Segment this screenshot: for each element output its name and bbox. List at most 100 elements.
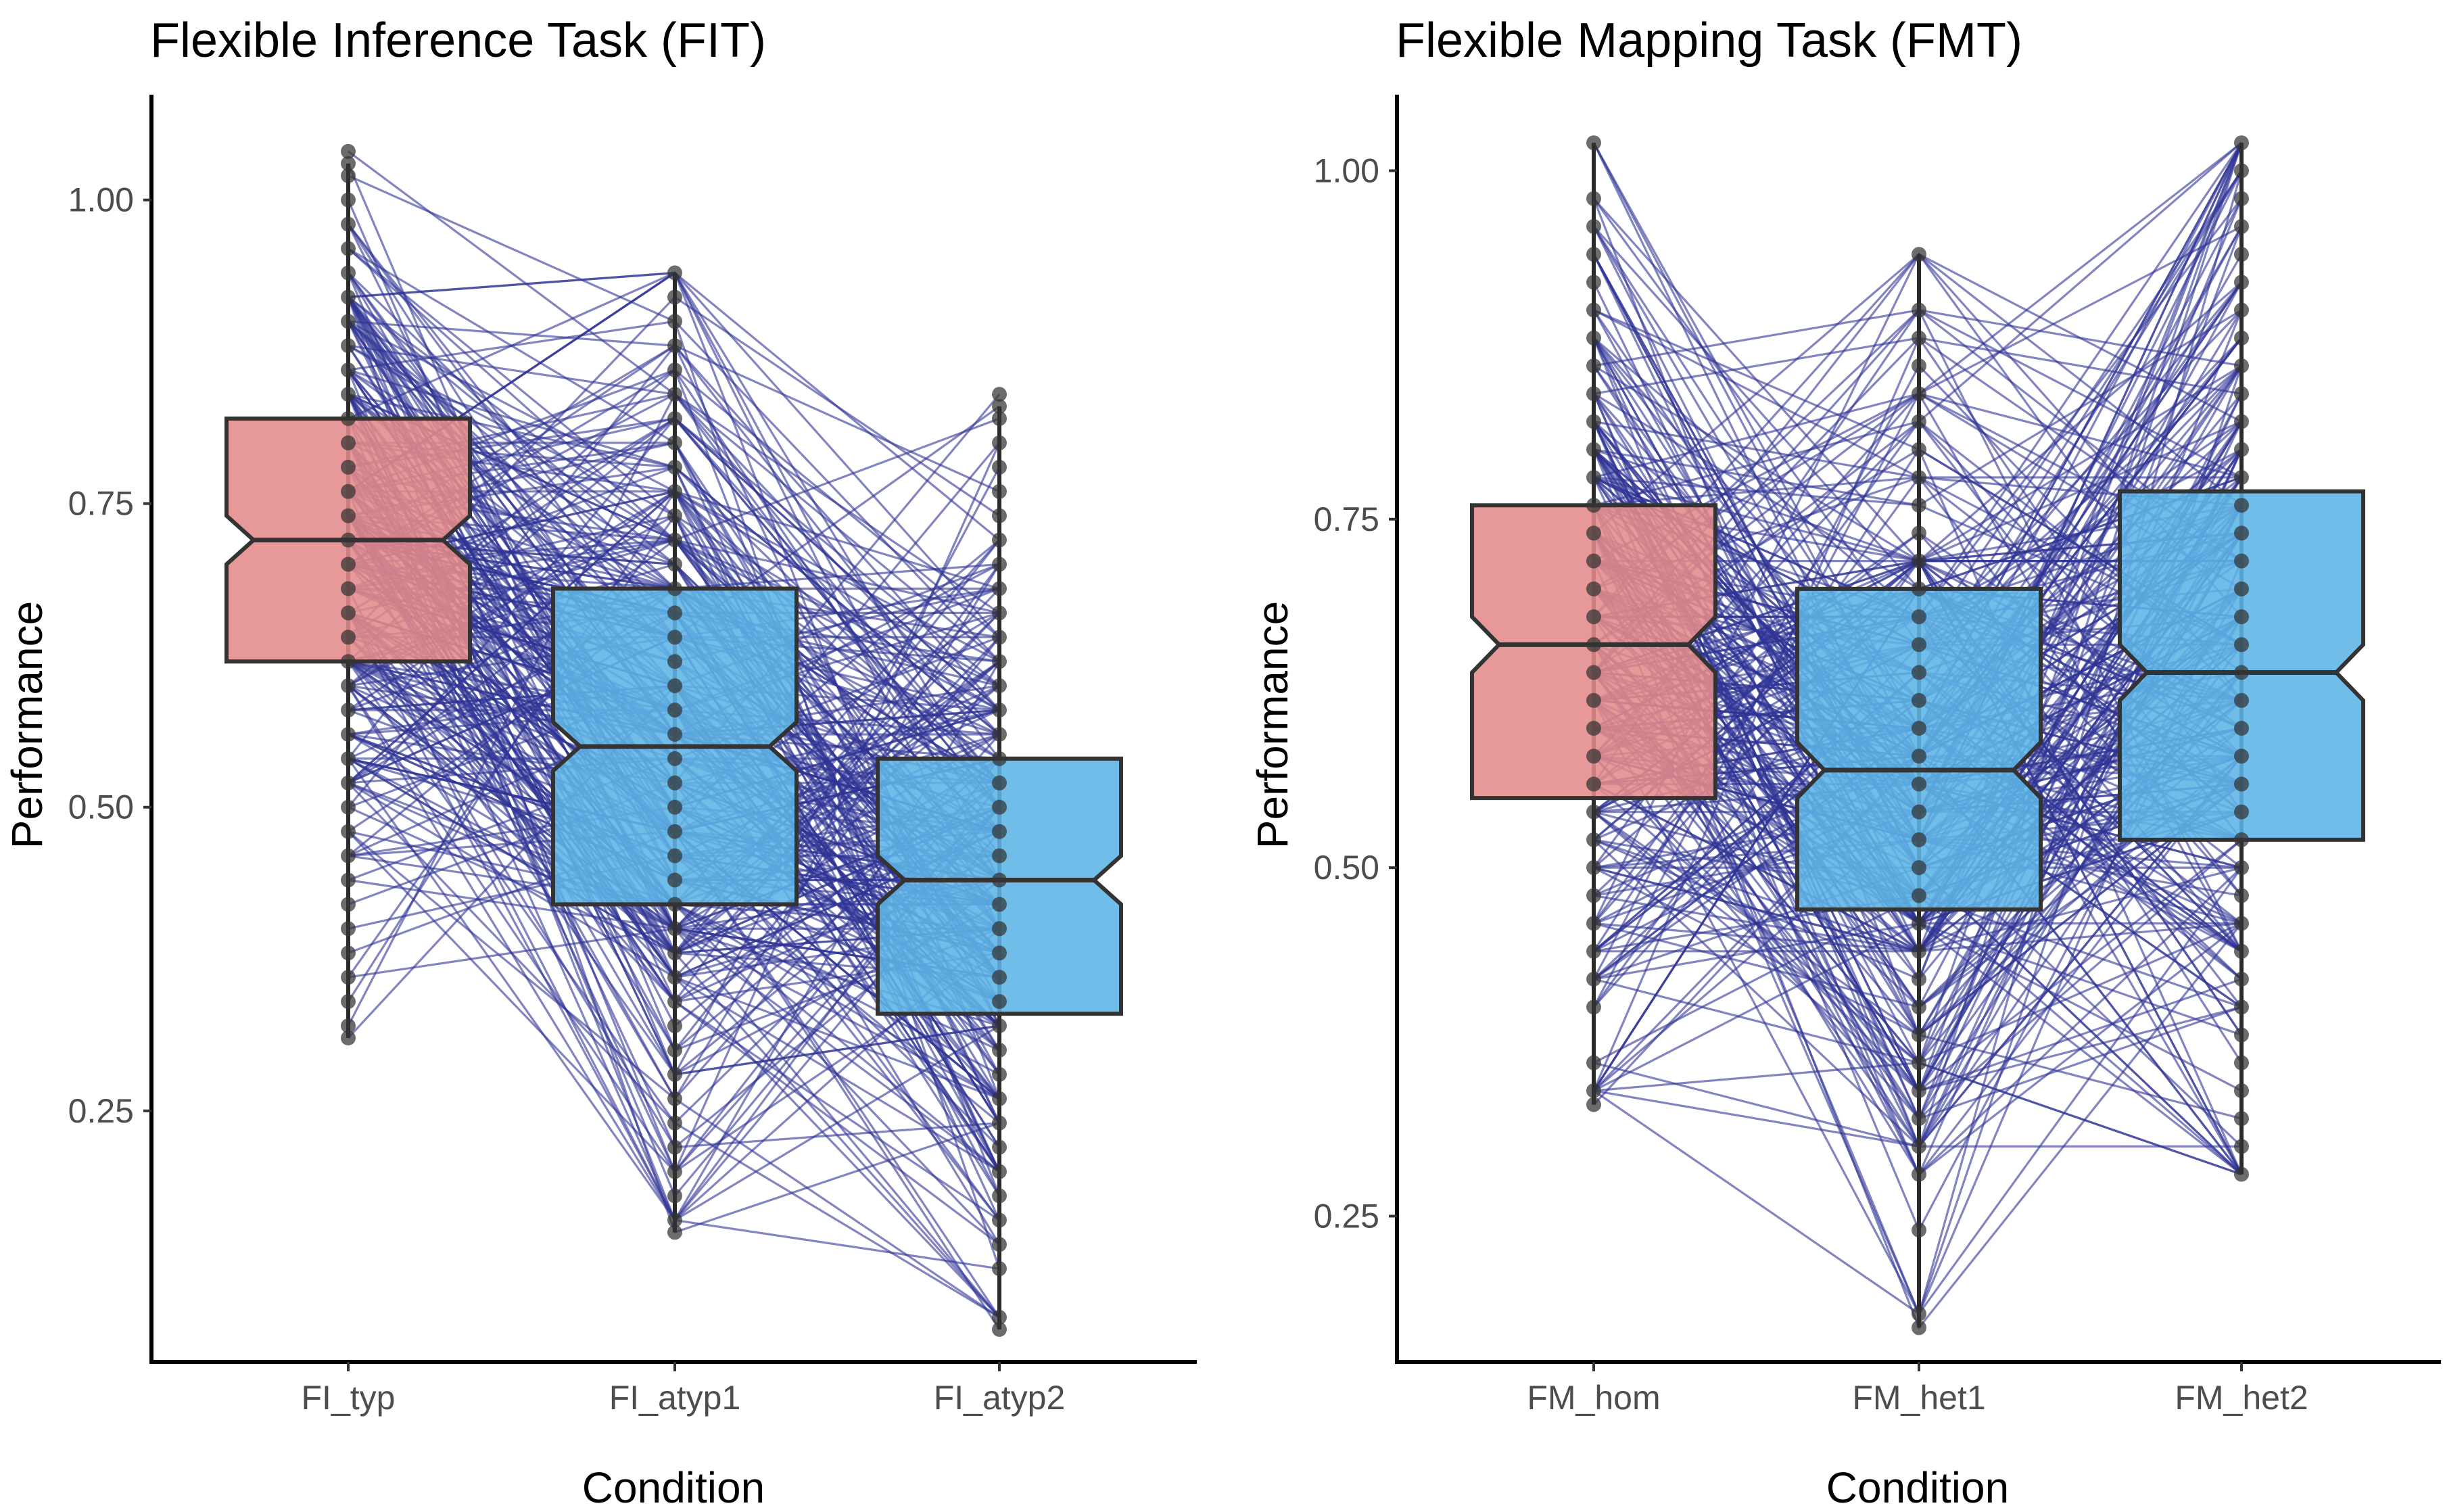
data-point [1586, 470, 1601, 485]
data-point [1586, 386, 1601, 402]
data-point [667, 532, 682, 548]
data-point [1586, 553, 1601, 569]
data-point [992, 799, 1007, 815]
data-point [2234, 999, 2249, 1015]
data-point [1912, 1166, 1926, 1182]
data-point [2234, 275, 2249, 290]
points [1586, 135, 2249, 1336]
x-tick-label: FM_hom [1527, 1379, 1660, 1417]
data-point [341, 241, 356, 256]
data-point [1586, 804, 1601, 820]
data-point [341, 921, 356, 937]
data-point [1912, 972, 1926, 987]
data-point [2234, 637, 2249, 653]
x-tick-label: FI_atyp2 [934, 1379, 1066, 1417]
data-point [341, 897, 356, 912]
data-point [1586, 414, 1601, 429]
data-point [1586, 721, 1601, 736]
points [341, 143, 1007, 1337]
data-point [667, 751, 682, 766]
data-point [992, 1212, 1007, 1228]
data-point [1912, 498, 1926, 513]
y-axis-title: Performance [1248, 601, 1297, 849]
data-point [667, 508, 682, 523]
data-point [667, 872, 682, 888]
data-point [1586, 247, 1601, 262]
data-point [667, 411, 682, 426]
data-point [2234, 218, 2249, 234]
x-tick-label: FM_het1 [1852, 1379, 1985, 1417]
data-point [2234, 581, 2249, 596]
data-point [992, 921, 1007, 937]
data-point [341, 703, 356, 718]
data-point [992, 775, 1007, 790]
data-point [1912, 999, 1926, 1015]
data-point [667, 654, 682, 669]
data-point [667, 703, 682, 718]
data-point [1912, 888, 1926, 903]
data-point [992, 1066, 1007, 1082]
data-point [1586, 442, 1601, 457]
data-point [992, 387, 1007, 402]
data-point [1912, 776, 1926, 792]
data-point [1586, 999, 1601, 1015]
data-point [341, 216, 356, 232]
data-point [1912, 943, 1926, 959]
data-point [2234, 330, 2249, 346]
data-point [667, 727, 682, 742]
data-point [1586, 860, 1601, 876]
data-point [1586, 609, 1601, 625]
data-point [667, 289, 682, 305]
data-point [992, 1018, 1007, 1033]
y-tick-label: 0.25 [1314, 1197, 1379, 1235]
data-point [341, 289, 356, 305]
data-point [2234, 163, 2249, 179]
data-point [1586, 1097, 1601, 1112]
data-point [2234, 553, 2249, 569]
data-point [667, 435, 682, 450]
data-point [2234, 1083, 2249, 1098]
data-point [2234, 470, 2249, 485]
data-point [1912, 832, 1926, 847]
data-point [341, 435, 356, 450]
data-point [667, 678, 682, 694]
x-tick-label: FI_atyp1 [609, 1379, 741, 1417]
data-point [341, 678, 356, 694]
data-point [2234, 1166, 2249, 1182]
axes [149, 95, 1197, 1364]
data-point [1586, 498, 1601, 513]
data-point [667, 1066, 682, 1082]
x-tick-label: FI_typ [302, 1379, 396, 1417]
panel-fmt: Flexible Mapping Task (FMT) 0.25 0.50 0.… [1248, 14, 2441, 1512]
data-point [1912, 1083, 1926, 1098]
data-point [2234, 609, 2249, 625]
data-point [1586, 302, 1601, 318]
data-point [341, 387, 356, 402]
data-point [667, 459, 682, 475]
data-point [1912, 749, 1926, 764]
data-point [667, 362, 682, 378]
data-point [341, 630, 356, 645]
data-point [992, 1322, 1007, 1337]
data-point [667, 799, 682, 815]
data-point [1912, 860, 1926, 876]
data-point [1912, 525, 1926, 541]
data-point [1912, 330, 1926, 346]
data-point [2234, 860, 2249, 876]
data-point [667, 1139, 682, 1155]
data-point [341, 168, 356, 183]
data-point [341, 338, 356, 354]
panel-fit: Flexible Inference Task (FIT) 0.25 0.50 … [3, 14, 1197, 1512]
data-point [1912, 692, 1926, 708]
data-point [2234, 302, 2249, 318]
data-point [992, 1043, 1007, 1058]
data-point [1912, 1027, 1926, 1043]
data-point [1586, 1055, 1601, 1070]
data-point [992, 945, 1007, 961]
data-point [992, 872, 1007, 888]
data-point [341, 143, 356, 159]
data-point [667, 1115, 682, 1131]
data-point [1912, 1223, 1926, 1238]
data-point [1586, 191, 1601, 206]
data-point [2234, 1027, 2249, 1043]
